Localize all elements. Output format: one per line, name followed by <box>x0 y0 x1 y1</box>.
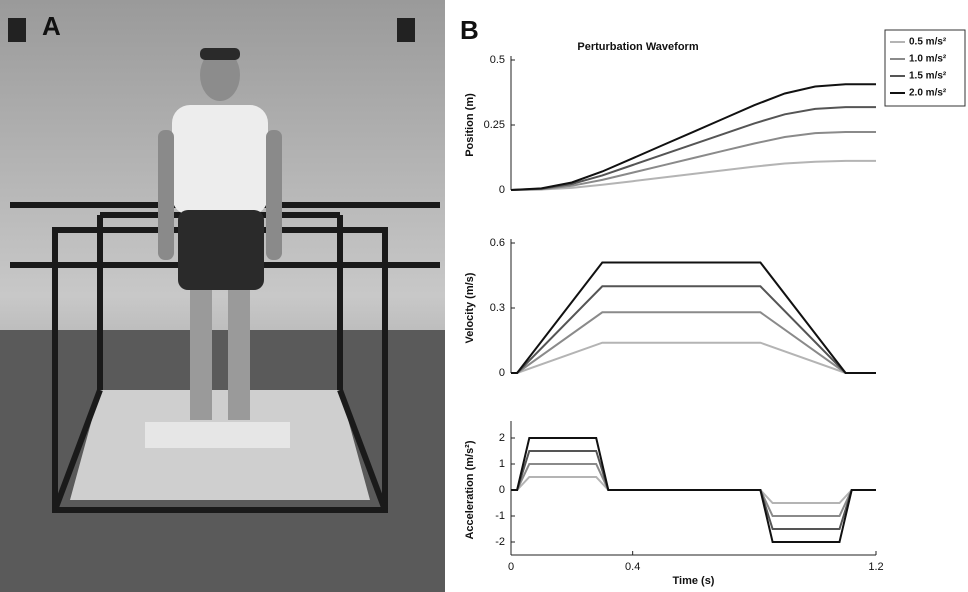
panel-label: A <box>42 11 61 41</box>
series-line <box>510 131 876 191</box>
series-line <box>510 106 876 191</box>
y-tick-label: 0.6 <box>490 237 505 249</box>
x-tick-label: 1.2 <box>868 561 883 573</box>
y-tick-label: 0.3 <box>490 302 505 314</box>
series-line <box>510 159 876 191</box>
photo <box>0 0 445 592</box>
y-tick-label: 0.5 <box>490 54 505 66</box>
legend-label: 1.5 m/s² <box>909 71 947 82</box>
series-line <box>511 437 876 543</box>
x-tick-label: 0 <box>508 561 514 573</box>
y-axis-label: Acceleration (m/s²) <box>464 440 476 539</box>
y-axis-label: Position (m) <box>464 93 476 157</box>
y-tick-label: -1 <box>495 510 505 522</box>
x-tick-label: 0.4 <box>625 561 640 573</box>
y-tick-label: 0 <box>499 184 505 196</box>
legend-label: 2.0 m/s² <box>909 88 947 99</box>
series-line <box>511 285 876 374</box>
panel-label: B <box>460 15 479 45</box>
y-tick-label: 0 <box>499 367 505 379</box>
y-tick-label: 0 <box>499 484 505 496</box>
legend-label: 1.0 m/s² <box>909 54 947 65</box>
x-axis-label: Time (s) <box>673 575 715 587</box>
series-line <box>511 261 876 374</box>
y-tick-label: -2 <box>495 536 505 548</box>
series-line <box>510 83 876 191</box>
chart-title: Perturbation Waveform <box>577 41 698 53</box>
y-tick-label: 2 <box>499 432 505 444</box>
legend-label: 0.5 m/s² <box>909 37 947 48</box>
y-tick-label: 1 <box>499 458 505 470</box>
y-tick-label: 0.25 <box>484 119 505 131</box>
y-axis-label: Velocity (m/s) <box>464 272 476 343</box>
